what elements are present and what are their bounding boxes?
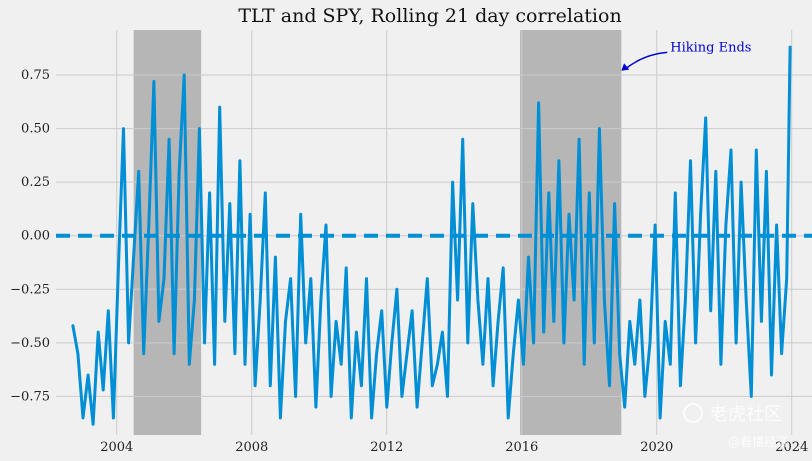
- y-axis-ticks: 0.75 0.50 0.25 0.00 −0.25 −0.50 −0.75: [10, 68, 50, 404]
- x-tick-label: 2004: [100, 440, 133, 455]
- hiking-ends-annotation: Hiking Ends: [621, 40, 751, 71]
- x-tick-label: 2012: [370, 440, 403, 455]
- x-tick-label: 2008: [235, 440, 268, 455]
- watermark: 老虎社区 @看懂经济: [683, 403, 788, 449]
- series-layer: [71, 45, 792, 426]
- y-tick-label: −0.50: [10, 336, 50, 351]
- x-tick-label: 2024: [775, 440, 808, 455]
- watermark-logo-icon: [683, 403, 703, 423]
- x-tick-label: 2016: [505, 440, 538, 455]
- y-tick-label: 0.75: [21, 68, 50, 83]
- watermark-handle: @看懂经济: [728, 434, 788, 449]
- y-tick-label: 0.00: [21, 229, 50, 244]
- chart-title: TLT and SPY, Rolling 21 day correlation: [238, 5, 621, 27]
- y-tick-label: −0.75: [10, 389, 50, 404]
- watermark-brand: 老虎社区: [710, 404, 782, 425]
- x-tick-label: 2020: [640, 440, 673, 455]
- series-line-1: [71, 45, 792, 426]
- y-tick-label: −0.25: [10, 282, 50, 297]
- annotation-arrow: [623, 51, 668, 71]
- y-tick-label: 0.25: [21, 175, 50, 190]
- x-axis-ticks: 2004 2008 2012 2016 2020 2024: [100, 440, 808, 455]
- shaded-region-1: [133, 30, 202, 435]
- annotation-arrowhead-icon: [621, 63, 630, 71]
- y-tick-label: 0.50: [21, 122, 50, 137]
- annotation-text: Hiking Ends: [670, 40, 751, 55]
